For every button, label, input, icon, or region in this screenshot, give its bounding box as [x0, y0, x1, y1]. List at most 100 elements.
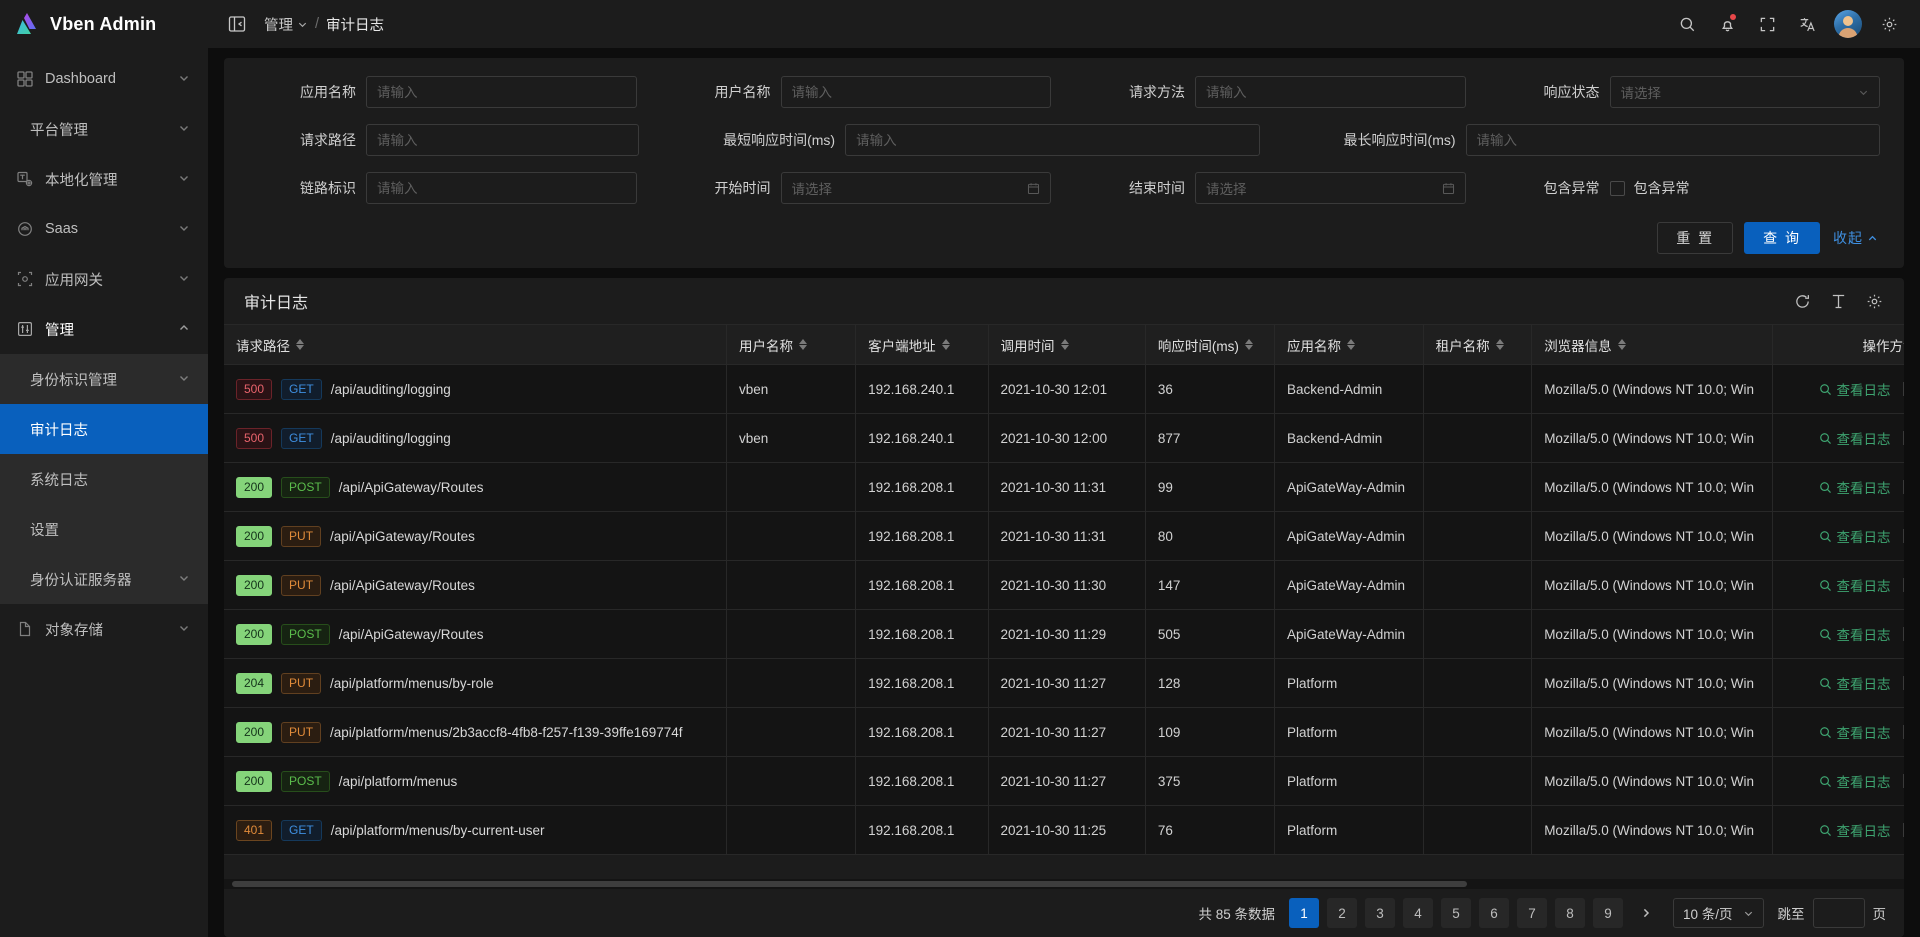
request-method-field[interactable] — [1195, 76, 1466, 108]
avatar[interactable] — [1834, 10, 1862, 38]
sort-icon[interactable] — [296, 339, 304, 350]
pagination-page-1[interactable]: 1 — [1288, 898, 1319, 928]
menu-fold-icon[interactable] — [220, 7, 254, 41]
sidebar-item-platform-management[interactable]: 平台管理 — [0, 104, 208, 154]
column-label: 请求路径 — [236, 338, 290, 354]
sort-icon[interactable] — [1244, 339, 1253, 350]
column-header-browser-info[interactable]: 浏览器信息 — [1531, 324, 1774, 365]
table-scroll-region[interactable]: 请求路径 用户名称 客户端地址 调用时间 响应时间(ms) 应用名称 租户名称 … — [224, 324, 1904, 879]
table-row[interactable]: 200 POST/api/platform/menus 192.168.208.1 2… — [224, 756, 1904, 806]
field-start-time: 开始时间 请选择 — [663, 172, 1078, 204]
sort-icon[interactable] — [798, 339, 807, 350]
checkbox-box[interactable] — [1609, 180, 1625, 196]
sidebar-item-audit-log[interactable]: 审计日志 — [0, 404, 208, 454]
chevron-down-icon — [1743, 908, 1754, 919]
table-row[interactable]: 200 POST/api/ApiGateway/Routes 192.168.208… — [224, 462, 1904, 512]
fullscreen-icon[interactable] — [1750, 7, 1784, 41]
language-icon[interactable] — [1790, 7, 1824, 41]
sort-icon[interactable] — [1347, 339, 1355, 350]
sidebar-item-settings[interactable]: 设置 — [0, 504, 208, 554]
sidebar-item-label: 系统日志 — [30, 472, 88, 489]
method-badge: GET — [281, 427, 322, 449]
table-row[interactable]: 500 GET/api/auditing/logging vben 192.168.2… — [224, 413, 1904, 463]
column-setting-gear-icon[interactable] — [1864, 291, 1884, 311]
trace-id-field[interactable] — [366, 172, 637, 204]
sidebar-item-management[interactable]: 管理 — [0, 304, 208, 354]
action-separator — [1902, 676, 1904, 690]
pagination-page-9[interactable]: 9 — [1592, 898, 1623, 928]
sidebar-item-identity-server[interactable]: 身份认证服务器 — [0, 554, 208, 604]
response-status-select[interactable]: 请选择 — [1609, 76, 1880, 108]
sort-icon[interactable] — [1495, 339, 1504, 350]
column-header-call-time[interactable]: 调用时间 — [988, 324, 1146, 365]
sidebar-item-dashboard[interactable]: Dashboard — [0, 54, 208, 104]
sort-icon[interactable] — [1617, 339, 1626, 350]
table-row[interactable]: 200 PUT/api/ApiGateway/Routes 192.168.208.… — [224, 511, 1904, 561]
column-header-app-name[interactable]: 应用名称 — [1274, 324, 1424, 365]
pagination-page-2[interactable]: 2 — [1326, 898, 1357, 928]
sliders-icon — [16, 320, 34, 338]
app-name-field[interactable] — [366, 76, 637, 108]
pagination-page-7[interactable]: 7 — [1516, 898, 1547, 928]
page-size-select[interactable]: 10 条/页 — [1672, 898, 1764, 928]
gear-icon[interactable] — [1872, 7, 1906, 41]
pagination-page-5[interactable]: 5 — [1440, 898, 1471, 928]
sidebar-item-localization[interactable]: 本地化管理 — [0, 154, 208, 204]
sort-icon[interactable] — [941, 339, 950, 350]
sort-icon[interactable] — [1060, 339, 1069, 350]
chevron-right-icon[interactable] — [1631, 898, 1661, 928]
query-button[interactable]: 查 询 — [1744, 222, 1820, 254]
sidebar-item-saas[interactable]: Saas — [0, 204, 208, 254]
view-log-button[interactable]: 查看日志 — [1807, 575, 1903, 595]
view-log-button[interactable]: 查看日志 — [1807, 477, 1903, 497]
request-path-field[interactable] — [366, 124, 640, 156]
table-row[interactable]: 200 PUT/api/platform/menus/2b3accf8-4fb8-… — [224, 707, 1904, 757]
column-header-request-path[interactable]: 请求路径 — [224, 324, 727, 365]
brand[interactable]: Vben Admin — [0, 0, 208, 48]
view-log-button[interactable]: 查看日志 — [1807, 526, 1903, 546]
sidebar-item-system-log[interactable]: 系统日志 — [0, 454, 208, 504]
cell-browser-info: Mozilla/5.0 (Windows NT 10.0; Win — [1531, 413, 1774, 463]
table-row[interactable]: 204 PUT/api/platform/menus/by-role 192.168… — [224, 658, 1904, 708]
search-icon[interactable] — [1670, 7, 1704, 41]
bell-icon[interactable] — [1710, 7, 1744, 41]
table-row[interactable]: 200 PUT/api/ApiGateway/Routes 192.168.208.… — [224, 560, 1904, 610]
scrollbar-thumb[interactable] — [232, 881, 1467, 887]
sidebar-item-api-gateway[interactable]: 应用网关 — [0, 254, 208, 304]
refresh-icon[interactable] — [1792, 291, 1812, 311]
column-header-tenant-name[interactable]: 租户名称 — [1423, 324, 1533, 365]
view-log-button[interactable]: 查看日志 — [1807, 428, 1903, 448]
pagination-page-3[interactable]: 3 — [1364, 898, 1395, 928]
max-duration-field[interactable] — [1465, 124, 1880, 156]
pagination-page-6[interactable]: 6 — [1478, 898, 1509, 928]
pagination-page-4[interactable]: 4 — [1402, 898, 1433, 928]
collapse-toggle-button[interactable]: 收起 — [1831, 228, 1880, 248]
include-exception-checkbox[interactable]: 包含异常 — [1609, 178, 1690, 198]
column-header-client-address[interactable]: 客户端地址 — [855, 324, 989, 365]
column-header-duration[interactable]: 响应时间(ms) — [1145, 324, 1276, 365]
horizontal-scrollbar[interactable] — [224, 879, 1904, 889]
sidebar-item-object-storage[interactable]: 对象存储 — [0, 604, 208, 654]
jump-page-input[interactable] — [1812, 898, 1865, 928]
table-row[interactable]: 401 GET/api/platform/menus/by-current-use… — [224, 805, 1904, 855]
view-log-button[interactable]: 查看日志 — [1807, 673, 1903, 693]
sidebar-item-identity-management[interactable]: 身份标识管理 — [0, 354, 208, 404]
reset-button[interactable]: 重 置 — [1657, 222, 1734, 254]
end-time-picker[interactable]: 请选择 — [1195, 172, 1466, 204]
cell-browser-info: Mozilla/5.0 (Windows NT 10.0; Win — [1531, 511, 1774, 561]
density-icon[interactable] — [1828, 291, 1848, 311]
view-log-button[interactable]: 查看日志 — [1807, 722, 1903, 742]
user-name-field[interactable] — [780, 76, 1051, 108]
pagination-page-8[interactable]: 8 — [1554, 898, 1585, 928]
breadcrumb-parent[interactable]: 管理 — [264, 14, 308, 35]
start-time-picker[interactable]: 请选择 — [780, 172, 1051, 204]
column-label: 用户名称 — [738, 338, 793, 354]
view-log-button[interactable]: 查看日志 — [1807, 771, 1903, 791]
view-log-button[interactable]: 查看日志 — [1807, 624, 1903, 644]
table-row[interactable]: 200 POST/api/ApiGateway/Routes 192.168.208… — [224, 609, 1904, 659]
min-duration-field[interactable] — [845, 124, 1260, 156]
view-log-button[interactable]: 查看日志 — [1807, 820, 1903, 840]
table-row[interactable]: 500 GET/api/auditing/logging vben 192.168.2… — [224, 364, 1904, 414]
view-log-button[interactable]: 查看日志 — [1807, 379, 1903, 399]
column-header-user-name[interactable]: 用户名称 — [726, 324, 857, 365]
